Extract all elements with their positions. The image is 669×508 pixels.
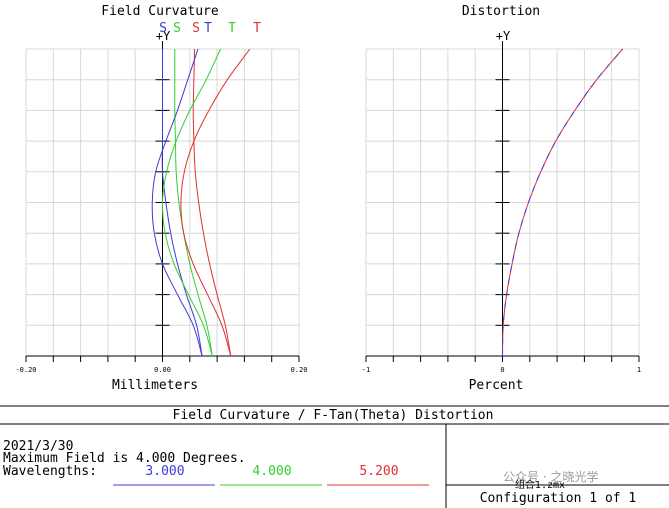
x-tick-label: -1 [362, 366, 370, 374]
footer-watermark: 公众号 · 之晓光学 [503, 469, 598, 484]
legend-entry-s: S [173, 21, 181, 36]
field-curvature-x-ticks: -0.20 0.00 0.20 [15, 366, 307, 374]
series-line-t-4.000 [161, 48, 221, 357]
series-line-3.000 [502, 48, 624, 357]
legend-entry-s: S [192, 21, 200, 36]
distortion-x-ticks: -1 0 1 [362, 366, 641, 374]
footer-file-name: 组合1.zmx [515, 478, 565, 491]
wavelength-value: 5.200 [359, 464, 398, 479]
legend-entry-t: T [204, 21, 212, 36]
field-curvature-title: Field Curvature [101, 4, 219, 19]
legend-entry-t: T [253, 21, 261, 36]
field-curvature-series [151, 48, 251, 357]
wavelength-value: 3.000 [145, 464, 184, 479]
legend-entry-t: T [228, 21, 236, 36]
x-tick-label: 0 [500, 366, 504, 374]
x-tick-label: 1 [637, 366, 641, 374]
distortion-y-label: +Y [496, 29, 511, 43]
wavelength-list: 3.000 4.000 5.200 [113, 464, 429, 486]
footer-configuration: Configuration 1 of 1 [480, 491, 637, 506]
distortion-chart: Distortion +Y -1 0 1 Percent [362, 4, 641, 393]
footer-panel: Field Curvature / F-Tan(Theta) Distortio… [0, 405, 669, 508]
distortion-series [502, 48, 624, 357]
series-line-t-5.200 [180, 48, 251, 357]
footer-wavelengths-label: Wavelengths: [3, 464, 97, 479]
field-curvature-y-label: +Y [156, 29, 171, 43]
field-curvature-grid [25, 41, 300, 362]
footer-max-field: Maximum Field is 4.000 Degrees. [3, 451, 246, 466]
distortion-x-label: Percent [469, 378, 524, 393]
series-line-s-3.000 [161, 49, 203, 357]
distortion-grid [365, 41, 640, 362]
x-tick-label: -0.20 [15, 366, 36, 374]
footer-title: Field Curvature / F-Tan(Theta) Distortio… [173, 408, 494, 423]
footer-date: 2021/3/30 [3, 439, 73, 454]
series-line-s-4.000 [174, 49, 213, 357]
x-tick-label: 0.20 [291, 366, 308, 374]
legend-entry-s: S [159, 21, 167, 36]
field-curvature-x-label: Millimeters [112, 378, 198, 393]
wavelength-value: 4.000 [252, 464, 291, 479]
x-tick-label: 0.00 [154, 366, 171, 374]
series-line-s-5.200 [192, 48, 232, 357]
distortion-title: Distortion [462, 4, 540, 19]
series-line-t-3.000 [151, 48, 203, 357]
